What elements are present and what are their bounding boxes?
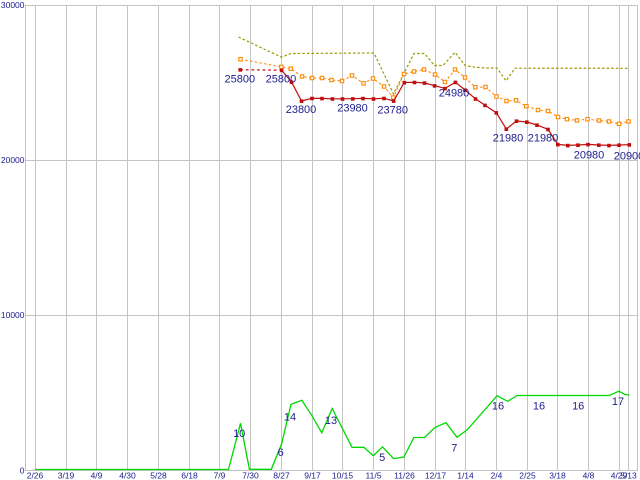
svg-text:10000: 10000	[1, 310, 25, 320]
svg-text:20000: 20000	[1, 155, 25, 165]
svg-text:2/25: 2/25	[519, 471, 536, 480]
svg-text:14: 14	[284, 411, 296, 423]
svg-text:25800: 25800	[225, 74, 256, 86]
svg-text:6/18: 6/18	[181, 471, 198, 480]
svg-text:23800: 23800	[286, 104, 317, 116]
svg-text:24980: 24980	[439, 87, 470, 99]
svg-text:9/17: 9/17	[304, 471, 321, 480]
svg-text:11/26: 11/26	[394, 471, 415, 480]
svg-text:16: 16	[572, 401, 584, 413]
svg-text:16: 16	[533, 401, 545, 413]
svg-text:2/4: 2/4	[491, 471, 503, 480]
svg-text:7: 7	[451, 443, 457, 455]
svg-text:7/9: 7/9	[214, 471, 226, 480]
svg-text:1/14: 1/14	[457, 471, 474, 480]
svg-text:20900: 20900	[614, 151, 640, 163]
svg-text:21980: 21980	[493, 133, 524, 145]
svg-text:30000: 30000	[1, 0, 25, 10]
svg-text:5/28: 5/28	[150, 471, 167, 480]
svg-text:7/30: 7/30	[242, 471, 259, 480]
svg-text:0: 0	[20, 465, 25, 475]
svg-text:3/19: 3/19	[58, 471, 75, 480]
svg-text:10/15: 10/15	[332, 471, 354, 480]
svg-text:4/30: 4/30	[119, 471, 136, 480]
svg-text:13: 13	[325, 415, 337, 427]
svg-text:17: 17	[612, 396, 624, 408]
svg-text:5: 5	[379, 452, 385, 464]
svg-text:4/8: 4/8	[583, 471, 595, 480]
svg-text:16: 16	[492, 401, 504, 413]
svg-text:20980: 20980	[574, 149, 605, 161]
svg-text:12/17: 12/17	[425, 471, 447, 480]
svg-text:8/27: 8/27	[273, 471, 290, 480]
svg-text:5/13: 5/13	[620, 471, 637, 480]
svg-text:6: 6	[278, 447, 284, 459]
svg-text:23980: 23980	[337, 103, 368, 115]
svg-text:2/26: 2/26	[27, 471, 44, 480]
svg-text:23780: 23780	[377, 105, 408, 117]
svg-text:21980: 21980	[528, 133, 559, 145]
svg-text:25800: 25800	[266, 74, 297, 86]
svg-text:10: 10	[233, 428, 245, 440]
svg-text:3/18: 3/18	[549, 471, 566, 480]
svg-text:11/5: 11/5	[366, 471, 382, 480]
svg-text:4/9: 4/9	[91, 471, 103, 480]
svg-text:4/29: 4/29	[611, 471, 628, 480]
